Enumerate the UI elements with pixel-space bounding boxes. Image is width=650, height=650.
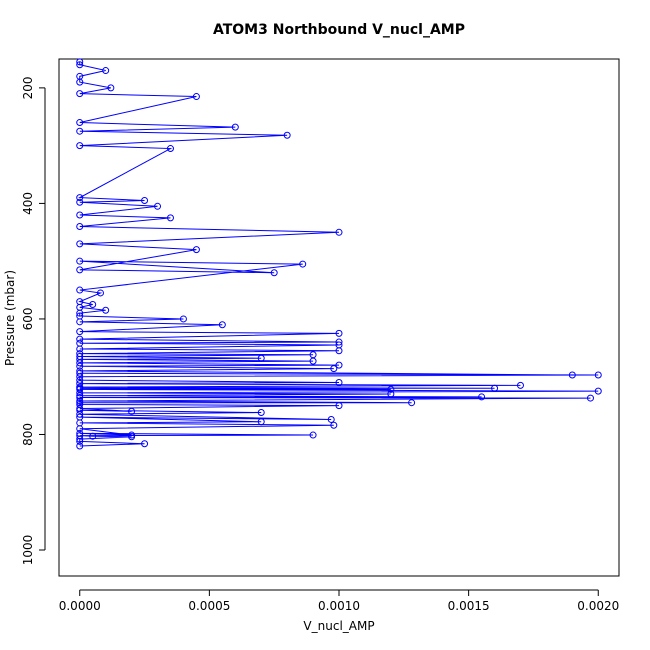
x-tick-label: 0.0010 — [318, 599, 360, 613]
y-tick-label: 200 — [21, 76, 35, 99]
data-point — [76, 339, 84, 347]
data-point — [128, 407, 136, 415]
data-point — [76, 90, 84, 98]
y-tick-label: 400 — [21, 192, 35, 215]
data-point — [76, 335, 84, 343]
data-point — [309, 351, 317, 359]
plot-frame — [58, 58, 620, 577]
data-point — [387, 390, 395, 398]
data-point — [408, 399, 416, 407]
data-point — [76, 72, 84, 80]
data-point — [76, 119, 84, 127]
data-point — [128, 431, 136, 439]
x-tick-label: 0.0015 — [448, 599, 490, 613]
data-point — [478, 393, 486, 401]
data-point — [76, 127, 84, 135]
data-point — [335, 378, 343, 386]
data-point — [76, 352, 84, 360]
data-point — [76, 413, 84, 421]
data-point — [76, 429, 84, 437]
series-line — [77, 61, 599, 447]
data-point — [89, 432, 97, 440]
data-point — [76, 61, 84, 69]
data-point — [76, 194, 84, 202]
data-point — [299, 260, 307, 268]
data-point — [141, 197, 149, 205]
data-point — [76, 298, 84, 306]
data-point — [192, 93, 200, 101]
x-tick-label: 0.0005 — [188, 599, 230, 613]
data-point — [89, 301, 97, 308]
data-point — [154, 202, 162, 210]
data-point — [76, 380, 84, 388]
data-point — [166, 214, 174, 222]
data-point — [102, 67, 110, 75]
data-point — [179, 315, 187, 323]
data-point — [283, 131, 291, 139]
data-point — [76, 328, 84, 336]
data-point — [107, 84, 115, 92]
data-point — [568, 371, 576, 379]
data-point — [76, 223, 84, 231]
data-point — [76, 211, 84, 219]
x-tick-label: 0.0020 — [577, 599, 619, 613]
x-axis-label: V_nucl_AMP — [303, 619, 374, 633]
data-point — [257, 354, 265, 362]
data-point — [335, 329, 343, 337]
data-point — [594, 371, 602, 379]
data-point — [270, 269, 278, 277]
y-axis-label: Pressure (mbar) — [3, 270, 17, 366]
data-point — [594, 387, 602, 395]
x-axis: 0.0000 0.0005 0.0010 0.0015 0.0020 — [59, 589, 619, 613]
data-point — [76, 367, 84, 375]
data-point — [327, 415, 335, 423]
series-layer — [76, 58, 602, 450]
data-point — [76, 350, 84, 358]
data-point — [387, 385, 395, 393]
data-point — [335, 361, 343, 369]
data-point — [76, 442, 84, 450]
y-tick-label: 600 — [21, 307, 35, 330]
data-point — [491, 384, 499, 392]
chart-title: ATOM3 Northbound V_nucl_AMP — [213, 22, 465, 38]
data-point — [309, 431, 317, 439]
data-point — [257, 418, 265, 426]
data-point — [586, 394, 594, 402]
data-point — [330, 421, 338, 429]
data-point — [76, 58, 84, 66]
data-point — [76, 312, 84, 320]
data-point — [218, 321, 226, 329]
data-point — [335, 341, 343, 349]
data-point — [102, 306, 110, 314]
data-point — [516, 381, 524, 389]
data-point — [76, 142, 84, 150]
data-point — [76, 266, 84, 274]
data-point — [76, 240, 84, 248]
y-axis: 200 400 600 800 1000 — [21, 76, 46, 566]
data-point — [76, 257, 84, 265]
data-point — [330, 365, 338, 373]
data-point — [335, 338, 343, 346]
data-point — [76, 286, 84, 294]
y-tick-label: 1000 — [21, 535, 35, 566]
data-point — [335, 402, 343, 410]
data-point — [76, 198, 84, 206]
data-point — [141, 440, 149, 448]
data-point — [231, 123, 239, 131]
data-point — [76, 383, 84, 391]
data-point — [166, 145, 174, 153]
data-point — [76, 432, 84, 440]
data-point — [257, 409, 265, 417]
data-point — [76, 362, 84, 370]
y-tick-label: 800 — [21, 423, 35, 446]
x-tick-label: 0.0000 — [59, 599, 101, 613]
data-point — [192, 246, 200, 254]
data-point — [96, 289, 104, 297]
data-point — [76, 397, 84, 405]
data-point — [76, 369, 84, 377]
data-point — [76, 376, 84, 384]
data-point — [335, 228, 343, 236]
